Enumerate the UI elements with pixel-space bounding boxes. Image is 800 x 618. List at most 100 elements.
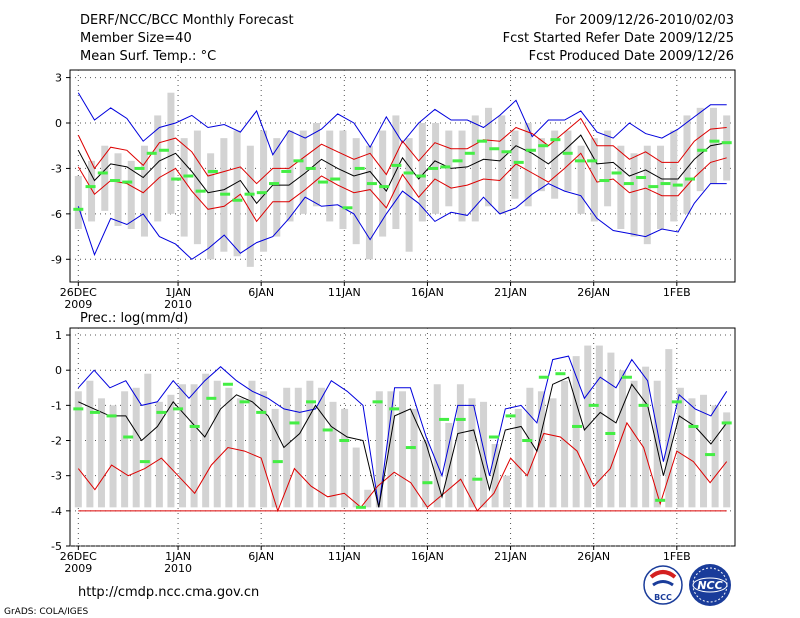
start-date: Fcst Started Refer Date 2009/12/25: [503, 31, 734, 46]
prec-box-34: [468, 398, 476, 508]
prec-box-56: [723, 412, 731, 508]
temp-median-42: [587, 159, 598, 163]
prec-box-3: [109, 405, 117, 508]
prec-box-24: [352, 447, 360, 508]
bcc-logo-text: BCC: [654, 593, 672, 602]
temp-median-9: [183, 174, 194, 178]
prec-median-28: [538, 375, 549, 379]
temp-median-16: [269, 182, 280, 186]
temp-median-28: [415, 174, 426, 178]
prec-box-18: [283, 387, 291, 508]
temp-box-41: [617, 145, 625, 229]
prec-ytick-label-5: -4: [51, 505, 62, 518]
temp-ytick-label-2: -3: [51, 162, 62, 175]
prec-box-46: [607, 352, 615, 508]
temp-median-36: [513, 160, 524, 164]
temp-box-35: [537, 138, 545, 192]
prec-median-8: [206, 396, 217, 400]
prec-median-2: [106, 414, 117, 418]
temp-median-22: [342, 206, 353, 210]
temp-box-13: [246, 145, 254, 267]
prec-median-31: [588, 403, 599, 407]
temp-box-7: [167, 92, 175, 214]
prec-box-36: [491, 444, 499, 508]
temp-box-42: [630, 153, 638, 237]
prec-box-54: [700, 394, 708, 508]
prec-box-42: [561, 380, 569, 508]
prec-box-21: [317, 387, 325, 508]
temp-box-23: [379, 130, 387, 237]
temp-box-49: [723, 115, 731, 181]
prec-median-32: [605, 431, 616, 435]
temp-median-44: [611, 171, 622, 175]
prec-box-32: [445, 422, 453, 508]
temp-box-17: [299, 130, 307, 214]
temp-median-35: [501, 150, 512, 154]
prec-median-14: [306, 400, 317, 404]
prec-box-26: [375, 391, 383, 508]
prec-ytick-label-2: -1: [51, 399, 62, 412]
prec-box-0: [74, 391, 82, 508]
temp-box-0: [74, 176, 82, 229]
temp-median-26: [391, 163, 402, 167]
temp-ytick-label-0: 3: [55, 72, 62, 85]
temp-median-45: [623, 182, 634, 186]
temp-box-40: [604, 130, 612, 207]
prec-xtick-sublabel-1: 2010: [164, 562, 192, 575]
temp-box-32: [498, 115, 506, 214]
temp-median-0: [73, 207, 84, 211]
temp-median-5: [134, 166, 145, 170]
temp-ytick-label-4: -9: [51, 253, 62, 266]
temp-median-52: [709, 139, 720, 143]
temp-ytick-label-3: -6: [51, 208, 62, 221]
temp-xtick-label-5: 21JAN: [494, 286, 527, 299]
prec-box-41: [549, 398, 557, 508]
temp-xtick-label-7: 1FEB: [663, 286, 691, 299]
temp-box-29: [458, 130, 466, 222]
temp-box-18: [312, 123, 320, 207]
temp-median-6: [146, 151, 157, 155]
temp-frame: [69, 69, 736, 283]
prec-box-16: [260, 391, 268, 508]
temp-median-17: [281, 169, 292, 173]
prec-box-45: [595, 345, 603, 508]
forecast-period: For 2009/12/26-2010/02/03: [555, 13, 734, 28]
prec-median-17: [355, 505, 366, 509]
temp-box-26: [418, 123, 426, 222]
grads-credit: GrADS: COLA/IGES: [4, 607, 88, 617]
temp-median-11: [207, 169, 218, 173]
prec-box-37: [503, 475, 511, 508]
temp-box-4: [127, 160, 135, 229]
temp-box-12: [233, 130, 241, 257]
prec-box-17: [271, 408, 279, 508]
temp-median-13: [232, 198, 243, 202]
prec-box-48: [630, 380, 638, 508]
prec-box-55: [711, 405, 719, 508]
prec-median-18: [372, 400, 383, 404]
temp-median-49: [672, 183, 683, 187]
title-line-3: Mean Surf. Temp.: °C: [80, 49, 216, 64]
temp-median-25: [379, 185, 390, 189]
temp-median-40: [562, 151, 573, 155]
produced-date: Fcst Produced Date 2009/12/26: [529, 49, 734, 64]
temp-xtick-label-0: 26DEC: [60, 286, 97, 299]
temp-box-21: [352, 138, 360, 245]
temp-box-2: [101, 145, 109, 211]
prec-box-5: [132, 387, 140, 508]
prec-box-49: [642, 366, 650, 508]
prec-median-5: [156, 410, 167, 414]
temp-median-21: [330, 177, 341, 181]
prec-median-1: [89, 410, 100, 414]
temp-box-8: [180, 138, 188, 237]
prec-box-50: [653, 380, 661, 508]
temp-box-20: [339, 130, 347, 229]
temp-median-31: [452, 159, 463, 163]
temp-median-41: [574, 159, 585, 163]
prec-box-23: [341, 408, 349, 508]
prec-box-8: [167, 394, 175, 508]
prec-median-37: [688, 424, 699, 428]
temp-median-8: [171, 177, 182, 181]
temp-box-19: [326, 130, 334, 222]
